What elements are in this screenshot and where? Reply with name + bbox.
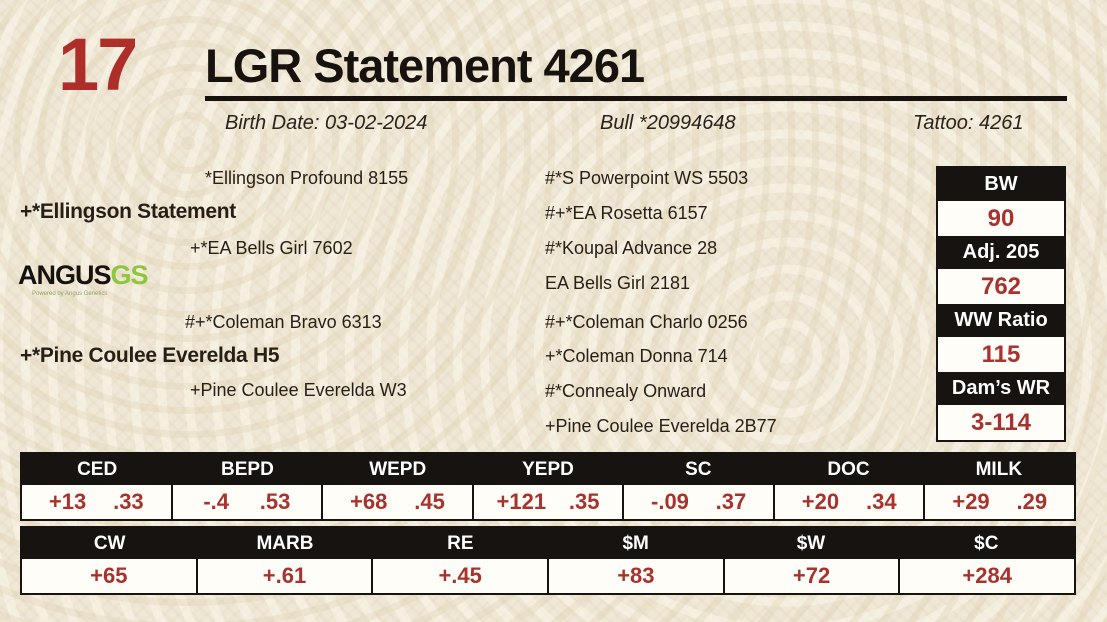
pedigree-ggp-3: #*Koupal Advance 28 <box>545 238 718 258</box>
epd-header-yepd: YEPD <box>522 458 574 480</box>
registration-number: Bull *20994648 <box>600 112 736 134</box>
value-cell-dollar-w: +72 <box>722 559 899 593</box>
pedigree-ggp-7: #*Connealy Onward <box>545 381 707 401</box>
pedigree-dam-sire: #+*Coleman Bravo 6313 <box>185 312 382 332</box>
value-cell-cw: +65 <box>90 563 128 588</box>
epd-table: CED BEPD WEPD YEPD SC DOC MILK +13.33 -.… <box>20 452 1076 521</box>
epd-header-sc: SC <box>685 458 712 480</box>
performance-label-dams-wr: Dam’s WR <box>938 372 1064 405</box>
pedigree-ggp-8: +Pine Coulee Everelda 2B77 <box>545 416 777 436</box>
epd-header-ced: CED <box>77 458 118 480</box>
pedigree-ggp-2: #+*EA Rosetta 6157 <box>545 203 708 223</box>
epd-header-doc: DOC <box>827 458 870 480</box>
epd-cell-yepd: +121.35 <box>471 485 623 519</box>
pedigree-sire-sire: *Ellingson Profound 8155 <box>205 168 409 188</box>
birth-date: Birth Date: 03-02-2024 <box>225 112 428 134</box>
performance-label-ww-ratio: WW Ratio <box>938 304 1064 337</box>
tattoo-number: Tattoo: 4261 <box>913 112 1024 134</box>
epd-table-values: +13.33 -.4.53 +68.45 +121.35 -.09.37 +20… <box>22 485 1074 519</box>
performance-box: BW 90 Adj. 205 762 WW Ratio 115 Dam’s WR… <box>936 166 1066 442</box>
pedigree-ggp-4: EA Bells Girl 2181 <box>545 273 691 293</box>
epd-header-milk: MILK <box>975 458 1023 480</box>
epd-cell-sc: -.09.37 <box>622 485 773 519</box>
pedigree-dam-name: +*Pine Coulee Everelda H5 <box>20 344 280 367</box>
value-header-cw: CW <box>93 532 126 554</box>
performance-value-dams-wr: 3-114 <box>938 405 1064 440</box>
value-cell-dollar-c: +284 <box>898 559 1074 593</box>
performance-value-bw: 90 <box>938 201 1064 236</box>
performance-label-adj205: Adj. 205 <box>938 236 1064 269</box>
title-underline <box>205 96 1067 101</box>
epd-cell-ced: +13.33 <box>48 489 144 514</box>
angus-gs-logo: ANGUSGS Powered by Angus Genetics <box>18 260 149 298</box>
performance-label-bw: BW <box>938 168 1064 201</box>
value-header-re: RE <box>447 532 474 554</box>
value-cell-dollar-m: +83 <box>547 559 723 593</box>
pedigree-ggp-6: +*Coleman Donna 714 <box>545 346 728 366</box>
epd-table-header: CED BEPD WEPD YEPD SC DOC MILK <box>22 454 1074 485</box>
pedigree-sire-dam: +*EA Bells Girl 7602 <box>190 238 353 258</box>
value-cell-marb: +.61 <box>195 559 372 593</box>
epd-cell-wepd: +68.45 <box>321 485 472 519</box>
lot-number: 17 <box>58 23 138 106</box>
epd-cell-bepd: -.4.53 <box>170 485 322 519</box>
epd-header-bepd: BEPD <box>221 458 274 480</box>
value-cell-re: +.45 <box>371 559 547 593</box>
pedigree-ggp-5: #+*Coleman Charlo 0256 <box>545 312 748 332</box>
performance-value-ww-ratio: 115 <box>938 337 1064 372</box>
value-table-values: +65 +.61 +.45 +83 +72 +284 <box>22 559 1074 593</box>
value-header-dollar-m: $M <box>622 532 649 554</box>
epd-cell-doc: +20.34 <box>772 485 924 519</box>
angus-logo-tagline: Powered by Angus Genetics <box>32 291 108 297</box>
value-header-marb: MARB <box>256 532 314 554</box>
performance-value-adj205: 762 <box>938 269 1064 304</box>
pedigree-sire-name: +*Ellingson Statement <box>20 200 236 223</box>
value-header-dollar-c: $C <box>974 532 999 554</box>
value-header-dollar-w: $W <box>796 532 826 554</box>
epd-header-wepd: WEPD <box>369 458 427 480</box>
pedigree-dam-dam: +Pine Coulee Everelda W3 <box>190 380 407 400</box>
value-table: CW MARB RE $M $W $C +65 +.61 +.45 +83 +7… <box>20 526 1076 595</box>
angus-logo-text: ANGUSGS <box>18 260 149 290</box>
pedigree-ggp-1: #*S Powerpoint WS 5503 <box>545 168 749 188</box>
value-table-header: CW MARB RE $M $W $C <box>22 528 1074 559</box>
page-title: LGR Statement 4261 <box>205 39 645 92</box>
epd-cell-milk: +29.29 <box>923 485 1074 519</box>
